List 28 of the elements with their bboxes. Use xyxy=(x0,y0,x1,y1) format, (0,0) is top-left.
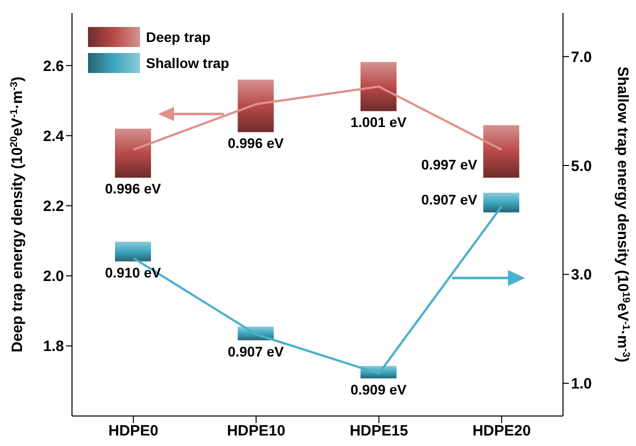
bar xyxy=(238,80,274,132)
bar xyxy=(115,242,151,262)
y2-tick-label: 1.0 xyxy=(571,376,592,393)
y-tick-label: 2.6 xyxy=(43,58,64,75)
y2-tick-label: 5.0 xyxy=(571,158,592,175)
x-tick-label: HDPE15 xyxy=(350,422,408,440)
annotation: 0.907 eV xyxy=(228,343,284,360)
annotation: 1.001 eV xyxy=(350,114,408,130)
bar xyxy=(483,125,520,178)
annotation: 0.907 eV xyxy=(421,191,478,208)
annotation: 0.997 eV xyxy=(421,156,478,173)
bar xyxy=(115,128,151,178)
bar xyxy=(360,62,396,112)
y-tick-label: 1.8 xyxy=(43,338,64,356)
bar xyxy=(483,192,520,212)
legend-label: Shallow trap xyxy=(146,55,230,71)
x-tick-label: HDPE0 xyxy=(108,422,158,440)
y-tick-label: 2.0 xyxy=(43,268,64,286)
annotation: 0.996 eV xyxy=(228,135,284,152)
y-tick-label: 2.4 xyxy=(43,128,65,145)
y2-tick-label: 3.0 xyxy=(571,266,592,284)
x-tick-label: HDPE10 xyxy=(226,422,286,440)
y2-tick-label: 7.0 xyxy=(571,48,592,66)
annotation: 0.996 eV xyxy=(104,180,162,197)
legend-label: Deep trap xyxy=(146,29,211,45)
x-tick-label: HDPE20 xyxy=(472,422,531,440)
y-tick-label: 2.2 xyxy=(43,198,64,216)
annotation: 0.909 eV xyxy=(350,381,408,398)
